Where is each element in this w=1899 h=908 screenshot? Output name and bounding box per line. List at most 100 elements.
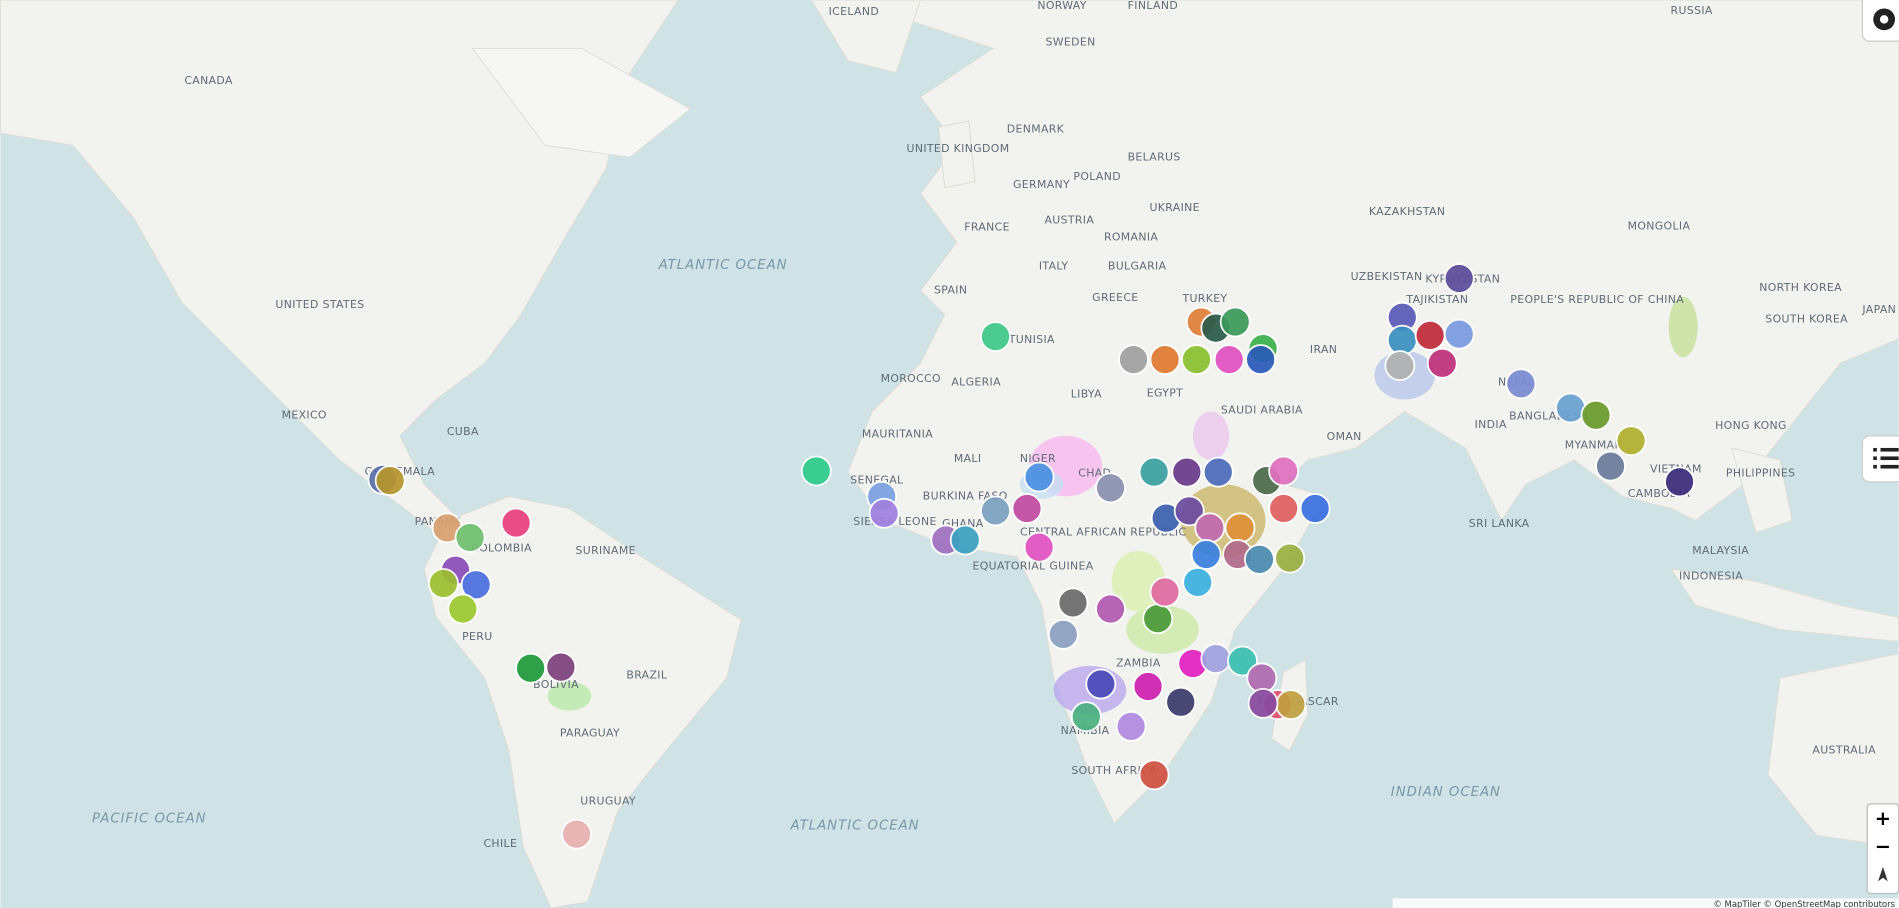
project-marker[interactable] (1595, 450, 1626, 482)
country-label: BOLIVIA (533, 678, 579, 691)
project-marker[interactable] (1200, 643, 1232, 675)
project-marker[interactable] (949, 524, 981, 556)
project-marker[interactable] (1138, 759, 1170, 791)
country-label: ROMANIA (1104, 230, 1158, 243)
project-marker[interactable] (1149, 344, 1181, 376)
project-marker[interactable] (1194, 512, 1226, 544)
ocean-label: ATLANTIC OCEAN (658, 258, 788, 273)
project-marker[interactable] (1057, 587, 1089, 619)
project-marker[interactable] (1181, 344, 1212, 376)
country-label: BRAZIL (626, 669, 667, 682)
country-label: MOROCCO (881, 372, 941, 385)
country-label: TAJIKISTAN (1405, 293, 1468, 306)
project-marker[interactable] (1115, 710, 1147, 742)
project-marker[interactable] (1443, 263, 1475, 294)
project-marker[interactable] (800, 455, 832, 487)
project-marker[interactable] (1243, 543, 1275, 575)
ocean-label: PACIFIC OCEAN (92, 811, 207, 826)
project-marker[interactable] (1384, 350, 1416, 382)
project-marker[interactable] (1247, 687, 1279, 719)
project-marker[interactable] (460, 569, 492, 601)
project-marker[interactable] (980, 321, 1011, 353)
country-label: PEOPLE'S REPUBLIC OF CHINA (1510, 293, 1684, 306)
project-marker[interactable] (1047, 618, 1079, 650)
country-label: UNITED STATES (275, 298, 364, 311)
project-marker[interactable] (1274, 542, 1306, 574)
project-marker[interactable] (428, 568, 459, 599)
australia (1767, 653, 1899, 849)
project-marker[interactable] (1227, 645, 1258, 677)
country-label: PARAGUAY (560, 727, 620, 740)
project-marker[interactable] (1190, 539, 1222, 570)
project-marker[interactable] (1095, 472, 1126, 504)
project-marker[interactable] (1268, 455, 1300, 487)
project-marker[interactable] (980, 495, 1011, 527)
project-marker[interactable] (1213, 344, 1245, 376)
project-marker[interactable] (1011, 493, 1043, 524)
project-marker[interactable] (1555, 392, 1587, 424)
reset-north[interactable] (1878, 866, 1888, 882)
country-label: NIGER (1020, 452, 1056, 465)
project-marker[interactable] (1245, 344, 1277, 376)
project-marker[interactable] (1171, 456, 1203, 488)
project-marker[interactable] (1202, 456, 1234, 488)
project-marker[interactable] (545, 651, 577, 683)
project-marker[interactable] (1132, 671, 1164, 702)
project-marker[interactable] (447, 593, 479, 625)
country-label: SWEDEN (1046, 35, 1096, 48)
project-marker[interactable] (868, 497, 900, 529)
project-marker[interactable] (1426, 347, 1458, 379)
country-label: DENMARK (1007, 123, 1065, 136)
project-marker[interactable] (1085, 668, 1117, 700)
project-marker[interactable] (500, 507, 532, 539)
country-label: MALAYSIA (1692, 544, 1749, 557)
country-label: ALGERIA (951, 376, 1001, 389)
zoom-in[interactable]: + (1875, 807, 1891, 830)
country-label: SPAIN (934, 284, 967, 297)
settings-button[interactable] (1861, 0, 1899, 42)
project-marker[interactable] (561, 818, 593, 850)
country-label: PERU (462, 630, 492, 643)
project-marker[interactable] (1118, 344, 1149, 376)
legend-button[interactable] (1861, 435, 1899, 483)
project-marker[interactable] (1138, 456, 1170, 488)
project-marker[interactable] (1224, 512, 1256, 544)
project-marker[interactable] (1070, 701, 1102, 733)
project-marker[interactable] (1268, 493, 1300, 524)
project-marker[interactable] (1182, 566, 1214, 598)
country-label: SOUTH AFRICA (1071, 764, 1157, 777)
project-marker[interactable] (1615, 425, 1647, 457)
region (1668, 296, 1698, 358)
country-label: KAZAKHSTAN (1369, 205, 1446, 218)
project-marker[interactable] (1414, 319, 1446, 351)
project-marker[interactable] (1664, 466, 1695, 498)
project-marker[interactable] (1023, 531, 1055, 563)
project-marker[interactable] (1095, 593, 1126, 625)
project-marker[interactable] (1023, 461, 1055, 493)
country-label: NORWAY (1037, 0, 1086, 12)
country-label: TURKEY (1181, 292, 1227, 305)
country-label: CUBA (447, 425, 479, 438)
zoom-out[interactable]: − (1875, 835, 1891, 858)
project-marker[interactable] (1149, 576, 1181, 608)
country-label: INDONESIA (1679, 569, 1743, 582)
project-marker[interactable] (454, 522, 486, 553)
project-marker[interactable] (1142, 603, 1174, 635)
attribution: © MapTiler © OpenStreetMap contributors (1713, 899, 1895, 908)
project-marker[interactable] (1165, 686, 1197, 718)
project-marker[interactable] (374, 465, 406, 497)
country-label: GERMANY (1013, 178, 1070, 191)
country-label: UKRAINE (1149, 201, 1199, 214)
project-marker[interactable] (1275, 689, 1307, 721)
project-marker[interactable] (1580, 399, 1612, 431)
project-marker[interactable] (1505, 368, 1537, 400)
project-marker[interactable] (1386, 324, 1418, 356)
country-label: MEXICO (282, 408, 327, 421)
project-marker[interactable] (1299, 493, 1331, 524)
project-marker[interactable] (1443, 318, 1475, 350)
country-label: IRAN (1310, 343, 1337, 356)
country-label: FRANCE (964, 221, 1010, 234)
project-marker[interactable] (515, 652, 547, 684)
project-marker[interactable] (1173, 495, 1205, 527)
project-marker[interactable] (1219, 306, 1251, 338)
